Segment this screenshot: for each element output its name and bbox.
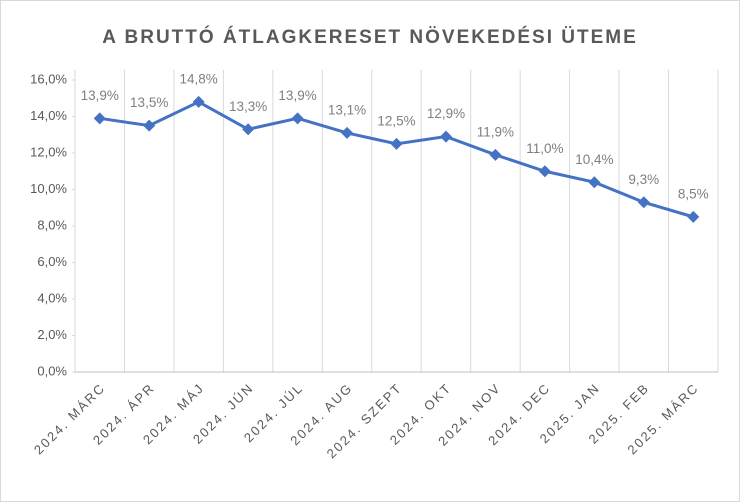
data-point bbox=[390, 137, 403, 150]
value-label: 13,9% bbox=[278, 88, 316, 103]
y-tick-label: 6,0% bbox=[37, 254, 67, 269]
y-tick-label: 0,0% bbox=[37, 363, 67, 378]
value-label: 10,4% bbox=[575, 152, 613, 167]
value-label: 8,5% bbox=[678, 186, 709, 201]
value-label: 12,5% bbox=[377, 113, 415, 128]
y-tick-label: 14,0% bbox=[30, 108, 67, 123]
data-point bbox=[687, 210, 700, 223]
value-label: 13,3% bbox=[229, 99, 267, 114]
y-tick-label: 10,0% bbox=[30, 181, 67, 196]
y-tick-label: 16,0% bbox=[30, 71, 67, 86]
value-label: 12,9% bbox=[427, 106, 465, 121]
y-tick-label: 2,0% bbox=[37, 327, 67, 342]
data-point bbox=[341, 126, 354, 139]
data-point bbox=[143, 119, 156, 132]
chart-title: A BRUTTÓ ÁTLAGKERESET NÖVEKEDÉSI ÜTEME bbox=[102, 26, 638, 48]
value-label: 11,0% bbox=[526, 141, 563, 156]
data-point bbox=[439, 130, 452, 143]
y-tick-label: 4,0% bbox=[37, 290, 67, 305]
value-label: 13,9% bbox=[81, 88, 119, 103]
value-label: 9,3% bbox=[628, 172, 659, 187]
data-point bbox=[93, 112, 106, 125]
value-label: 13,5% bbox=[130, 95, 168, 110]
value-label: 13,1% bbox=[328, 102, 366, 117]
value-label: 11,9% bbox=[477, 124, 514, 139]
data-point bbox=[192, 95, 205, 108]
data-point bbox=[242, 123, 255, 136]
data-point bbox=[489, 148, 502, 161]
y-tick-label: 8,0% bbox=[37, 217, 67, 232]
data-point bbox=[637, 196, 650, 209]
data-point bbox=[588, 176, 601, 189]
data-point bbox=[291, 112, 304, 125]
data-point bbox=[538, 165, 551, 178]
y-tick-label: 12,0% bbox=[30, 144, 67, 159]
value-label: 14,8% bbox=[180, 71, 218, 86]
